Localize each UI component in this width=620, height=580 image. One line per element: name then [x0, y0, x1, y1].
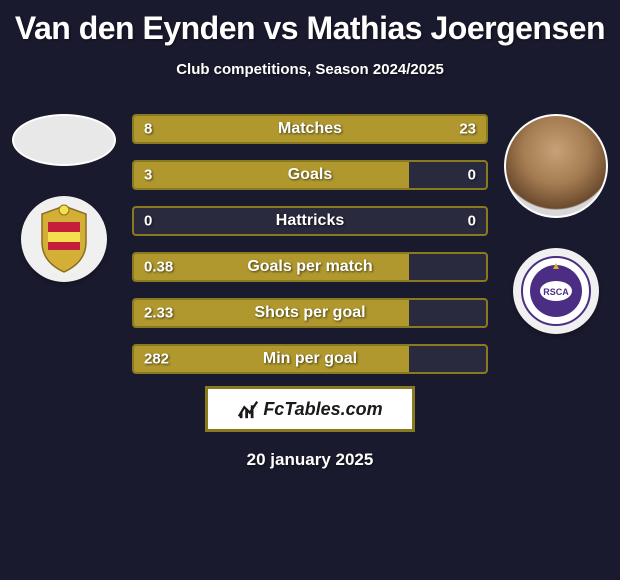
stats-bars: 8 Matches 23 3 Goals 0 0 Hattricks 0 0.38 Goals pe… [122, 114, 498, 374]
stat-row: 0 Hattricks 0 [132, 206, 488, 236]
stat-value-right: 23 [459, 121, 476, 138]
subtitle: Club competitions, Season 2024/2025 [0, 61, 620, 78]
stat-label: Goals per match [247, 258, 372, 276]
svg-text:RSCA: RSCA [543, 287, 569, 297]
stat-row: 282 Min per goal [132, 344, 488, 374]
bar-fill-left [134, 162, 409, 188]
shield-icon [34, 204, 94, 274]
stat-value-left: 2.33 [144, 305, 173, 322]
stat-row: 2.33 Shots per goal [132, 298, 488, 328]
comparison-card: Van den Eynden vs Mathias Joergensen Clu… [0, 0, 620, 470]
player-avatar-right [504, 114, 608, 218]
main-row: 8 Matches 23 3 Goals 0 0 Hattricks 0 0.38 Goals pe… [0, 114, 620, 374]
crest-icon: RSCA [520, 255, 592, 327]
stat-label: Shots per goal [254, 304, 365, 322]
club-badge-right: RSCA [513, 248, 599, 334]
stat-label: Matches [278, 120, 342, 138]
stat-value-left: 0.38 [144, 259, 173, 276]
brand-box: FcTables.com [205, 386, 415, 432]
brand-link[interactable]: FcTables.com [237, 398, 382, 420]
date-label: 20 january 2025 [0, 450, 620, 470]
right-player-column: RSCA [498, 114, 614, 374]
stat-row: 0.38 Goals per match [132, 252, 488, 282]
stat-value-left: 0 [144, 213, 152, 230]
page-title: Van den Eynden vs Mathias Joergensen [0, 10, 620, 47]
chart-icon [237, 398, 259, 420]
stat-value-left: 3 [144, 167, 152, 184]
stat-value-right: 0 [468, 167, 476, 184]
stat-value-left: 282 [144, 351, 169, 368]
stat-value-left: 8 [144, 121, 152, 138]
stat-row: 8 Matches 23 [132, 114, 488, 144]
stat-label: Goals [288, 166, 332, 184]
brand-label: FcTables.com [263, 399, 382, 420]
player-avatar-left [12, 114, 116, 166]
stat-label: Hattricks [276, 212, 344, 230]
stat-label: Min per goal [263, 350, 357, 368]
club-badge-left [21, 196, 107, 282]
left-player-column [6, 114, 122, 374]
stat-row: 3 Goals 0 [132, 160, 488, 190]
bar-fill-right [226, 116, 486, 142]
stat-value-right: 0 [468, 213, 476, 230]
